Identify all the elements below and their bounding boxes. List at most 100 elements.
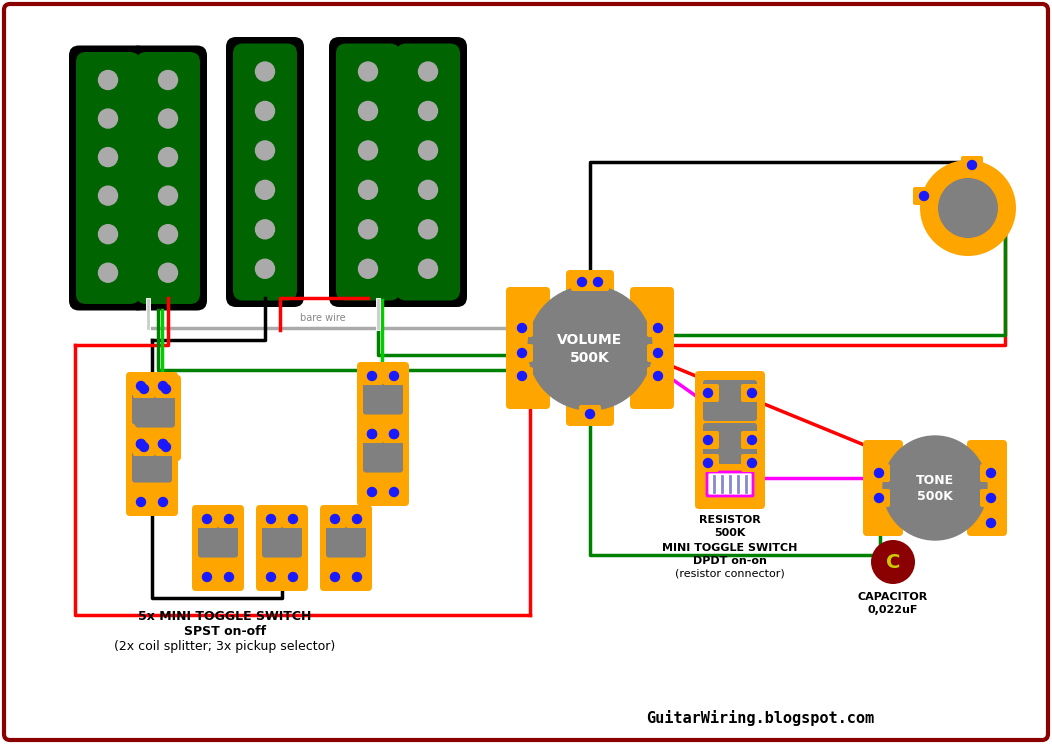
FancyBboxPatch shape [69, 45, 147, 310]
Circle shape [256, 219, 275, 239]
Text: 500K: 500K [917, 490, 953, 504]
Circle shape [137, 440, 145, 449]
FancyBboxPatch shape [320, 505, 372, 591]
FancyBboxPatch shape [218, 510, 240, 528]
Circle shape [162, 385, 170, 394]
Circle shape [159, 147, 178, 167]
Circle shape [704, 458, 712, 467]
FancyBboxPatch shape [126, 430, 178, 516]
FancyBboxPatch shape [260, 510, 282, 528]
Circle shape [266, 515, 276, 524]
FancyBboxPatch shape [506, 287, 550, 409]
FancyBboxPatch shape [697, 431, 719, 449]
Circle shape [359, 141, 378, 160]
FancyBboxPatch shape [697, 454, 719, 472]
FancyBboxPatch shape [155, 380, 177, 398]
FancyBboxPatch shape [357, 362, 409, 448]
Circle shape [704, 388, 712, 397]
FancyBboxPatch shape [741, 384, 763, 402]
Circle shape [224, 515, 234, 524]
FancyBboxPatch shape [695, 371, 765, 509]
Circle shape [99, 109, 118, 128]
Circle shape [968, 161, 976, 170]
FancyBboxPatch shape [361, 425, 383, 443]
FancyBboxPatch shape [336, 43, 400, 301]
Circle shape [367, 371, 377, 380]
Circle shape [704, 435, 712, 444]
Circle shape [99, 263, 118, 282]
FancyBboxPatch shape [361, 425, 383, 443]
FancyBboxPatch shape [226, 37, 304, 307]
Circle shape [359, 62, 378, 81]
Text: TONE: TONE [916, 475, 954, 487]
Circle shape [419, 62, 438, 81]
Circle shape [389, 429, 399, 438]
FancyBboxPatch shape [913, 187, 935, 205]
FancyBboxPatch shape [282, 510, 304, 528]
FancyBboxPatch shape [132, 436, 171, 483]
FancyBboxPatch shape [361, 367, 383, 385]
FancyBboxPatch shape [868, 489, 890, 507]
FancyBboxPatch shape [363, 368, 403, 414]
Circle shape [938, 178, 998, 238]
FancyBboxPatch shape [282, 568, 304, 586]
FancyBboxPatch shape [260, 568, 282, 586]
Circle shape [748, 435, 756, 444]
Text: GuitarWiring.blogspot.com: GuitarWiring.blogspot.com [646, 710, 874, 726]
FancyBboxPatch shape [383, 483, 405, 501]
Circle shape [359, 259, 378, 278]
FancyBboxPatch shape [396, 43, 460, 301]
Circle shape [518, 371, 526, 380]
Circle shape [653, 324, 663, 333]
Text: CAPACITOR: CAPACITOR [857, 592, 928, 602]
Circle shape [159, 440, 167, 449]
FancyBboxPatch shape [326, 511, 366, 557]
Circle shape [256, 259, 275, 278]
Circle shape [593, 278, 603, 286]
Text: (2x coil splitter; 3x pickup selector): (2x coil splitter; 3x pickup selector) [115, 640, 336, 653]
Circle shape [653, 348, 663, 358]
FancyBboxPatch shape [4, 4, 1048, 740]
FancyBboxPatch shape [863, 440, 903, 536]
FancyBboxPatch shape [151, 435, 174, 453]
Circle shape [987, 469, 995, 478]
FancyBboxPatch shape [193, 505, 244, 591]
FancyBboxPatch shape [218, 568, 240, 586]
FancyBboxPatch shape [363, 426, 403, 472]
Circle shape [748, 388, 756, 397]
Circle shape [919, 191, 929, 200]
FancyBboxPatch shape [967, 440, 1007, 536]
FancyBboxPatch shape [324, 568, 346, 586]
FancyBboxPatch shape [324, 510, 346, 528]
FancyBboxPatch shape [703, 380, 757, 421]
Circle shape [137, 382, 145, 391]
Circle shape [987, 519, 995, 527]
Circle shape [874, 469, 884, 478]
FancyBboxPatch shape [130, 435, 151, 453]
FancyBboxPatch shape [630, 287, 674, 409]
FancyBboxPatch shape [587, 273, 609, 291]
Circle shape [159, 498, 167, 507]
FancyBboxPatch shape [196, 568, 218, 586]
Circle shape [920, 160, 1016, 256]
Circle shape [367, 429, 377, 438]
Circle shape [140, 443, 148, 452]
Circle shape [140, 385, 148, 394]
Circle shape [389, 429, 399, 438]
Text: bare wire: bare wire [300, 313, 346, 323]
FancyBboxPatch shape [151, 377, 174, 395]
Circle shape [352, 515, 362, 524]
Circle shape [99, 147, 118, 167]
Circle shape [256, 180, 275, 199]
Circle shape [224, 572, 234, 582]
Circle shape [266, 572, 276, 582]
FancyBboxPatch shape [196, 510, 218, 528]
FancyBboxPatch shape [647, 319, 669, 337]
Text: C: C [886, 553, 901, 571]
Circle shape [330, 515, 340, 524]
FancyBboxPatch shape [571, 273, 593, 291]
Circle shape [359, 180, 378, 199]
FancyBboxPatch shape [960, 156, 983, 174]
FancyBboxPatch shape [129, 375, 181, 461]
FancyBboxPatch shape [647, 344, 669, 362]
